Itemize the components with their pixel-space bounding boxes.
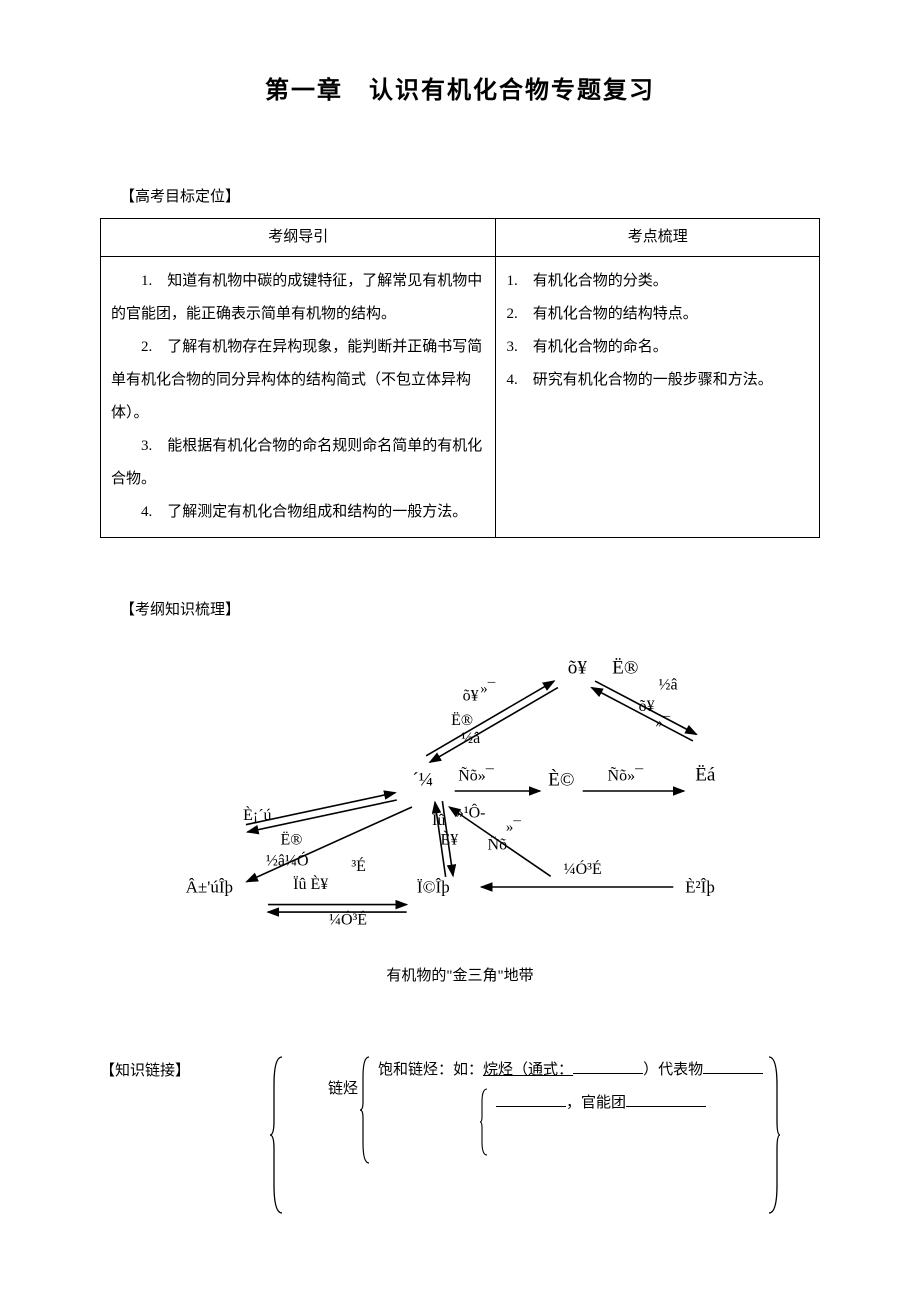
svg-text:Ñõ»¯: Ñõ»¯: [458, 766, 495, 784]
svg-text:½â: ½â: [658, 677, 677, 694]
left-brace-small: [478, 1087, 490, 1157]
svg-text:½â: ½â: [461, 730, 480, 747]
chain-label: 链烃: [286, 1055, 358, 1098]
right-item-1: 1. 有机化合物的分类。: [506, 265, 809, 298]
svg-text:¼Ó³É: ¼Ó³É: [329, 909, 367, 928]
l1-blank1: [573, 1058, 643, 1074]
left-brace-big: [268, 1055, 286, 1215]
svg-text:Ëá: Ëá: [695, 764, 716, 785]
svg-text:Ë®: Ë®: [612, 658, 638, 679]
left-item-3: 3. 能根据有机化合物的命名规则命名简单的有机化合物。: [111, 430, 485, 496]
svg-text:»¯: »¯: [480, 681, 495, 697]
svg-text:õ¥: õ¥: [639, 698, 655, 715]
svg-text:Ë®: Ë®: [451, 711, 473, 729]
left-brace-mid: [358, 1055, 372, 1165]
diagram-caption: 有机物的"金三角"地带: [140, 964, 780, 985]
svg-text:õ¥: õ¥: [463, 687, 479, 704]
svg-text:Ñõ: Ñõ: [488, 836, 508, 854]
chain-line-2: ，官能团: [490, 1087, 763, 1112]
svg-text:Ë®: Ë®: [280, 830, 302, 848]
svg-text:Ïû: Ïû: [432, 811, 445, 829]
l1-u2: ）代表物: [643, 1062, 703, 1078]
l1-blank2: [703, 1058, 763, 1074]
svg-text:¼Ó³É: ¼Ó³É: [564, 859, 602, 878]
l2-blank1: [496, 1091, 566, 1107]
l1-pre: 饱和链烃：如：: [378, 1062, 483, 1078]
right-brace-big: [767, 1055, 781, 1215]
svg-text:»¹Ô-: »¹Ô-: [456, 803, 486, 822]
right-item-4: 4. 研究有机化合物的一般步骤和方法。: [506, 364, 809, 397]
svg-text:È¡´ú: È¡´ú: [243, 805, 271, 824]
section-1-label: 【高考目标定位】: [120, 185, 820, 206]
knowledge-links: 【知识链接】 链烃 饱和链烃：如：烷烃（通式： ）代表物: [100, 1055, 820, 1215]
l1-u1: 烷烃（通式：: [483, 1062, 573, 1078]
table-cell-right: 1. 有机化合物的分类。 2. 有机化合物的结构特点。 3. 有机化合物的命名。…: [496, 257, 820, 538]
svg-text:³É: ³É: [351, 856, 366, 875]
svg-text:Ïû È¥: Ïû È¥: [293, 874, 328, 893]
golden-triangle-diagram: Â±'úÎþ È¡´ú Ë® ½â¼Ó Ïû È¥ ³É ´¼ Ï©Îþ ¼Ó³É õ¥ Ë® »¯ ½…: [140, 631, 780, 985]
right-item-3: 3. 有机化合物的命名。: [506, 331, 809, 364]
l2-mid: ，官能团: [566, 1095, 626, 1111]
svg-text:»¯: »¯: [655, 715, 670, 731]
svg-text:Ï©Îþ: Ï©Îþ: [417, 877, 450, 896]
svg-text:È²Îþ: È²Îþ: [685, 877, 715, 896]
svg-text:´¼: ´¼: [412, 770, 433, 791]
links-label: 【知识链接】: [100, 1055, 190, 1080]
objectives-table: 考纲导引 考点梳理 1. 知道有机物中碳的成键特征，了解常见有机物中的官能团，能…: [100, 218, 820, 538]
left-item-2: 2. 了解有机物存在异构现象，能判断并正确书写简单有机化合物的同分异构体的结构简…: [111, 331, 485, 430]
table-cell-left: 1. 知道有机物中碳的成键特征，了解常见有机物中的官能团，能正确表示简单有机物的…: [101, 257, 496, 538]
left-item-4: 4. 了解测定有机化合物组成和结构的一般方法。: [111, 496, 485, 529]
chain-line-1: 饱和链烃：如：烷烃（通式： ）代表物: [378, 1055, 763, 1085]
page-title: 第一章 认识有机化合物专题复习: [100, 70, 820, 105]
svg-text:Â±'úÎþ: Â±'úÎþ: [186, 877, 233, 896]
svg-text:»¯: »¯: [506, 820, 521, 836]
svg-text:õ¥: õ¥: [568, 658, 588, 679]
table-header-left: 考纲导引: [101, 219, 496, 257]
right-item-2: 2. 有机化合物的结构特点。: [506, 298, 809, 331]
l2-blank2: [626, 1091, 706, 1107]
table-header-right: 考点梳理: [496, 219, 820, 257]
svg-text:Ñõ»¯: Ñõ»¯: [608, 766, 645, 784]
svg-text:½â¼Ó: ½â¼Ó: [266, 851, 309, 870]
left-item-1: 1. 知道有机物中碳的成键特征，了解常见有机物中的官能团，能正确表示简单有机物的…: [111, 265, 485, 331]
diagram-svg: Â±'úÎþ È¡´ú Ë® ½â¼Ó Ïû È¥ ³É ´¼ Ï©Îþ ¼Ó³É õ¥ Ë® »¯ ½…: [140, 631, 780, 951]
svg-text:È©: È©: [548, 769, 574, 791]
svg-text:È¥: È¥: [440, 829, 458, 848]
section-2-label: 【考纲知识梳理】: [120, 598, 820, 619]
